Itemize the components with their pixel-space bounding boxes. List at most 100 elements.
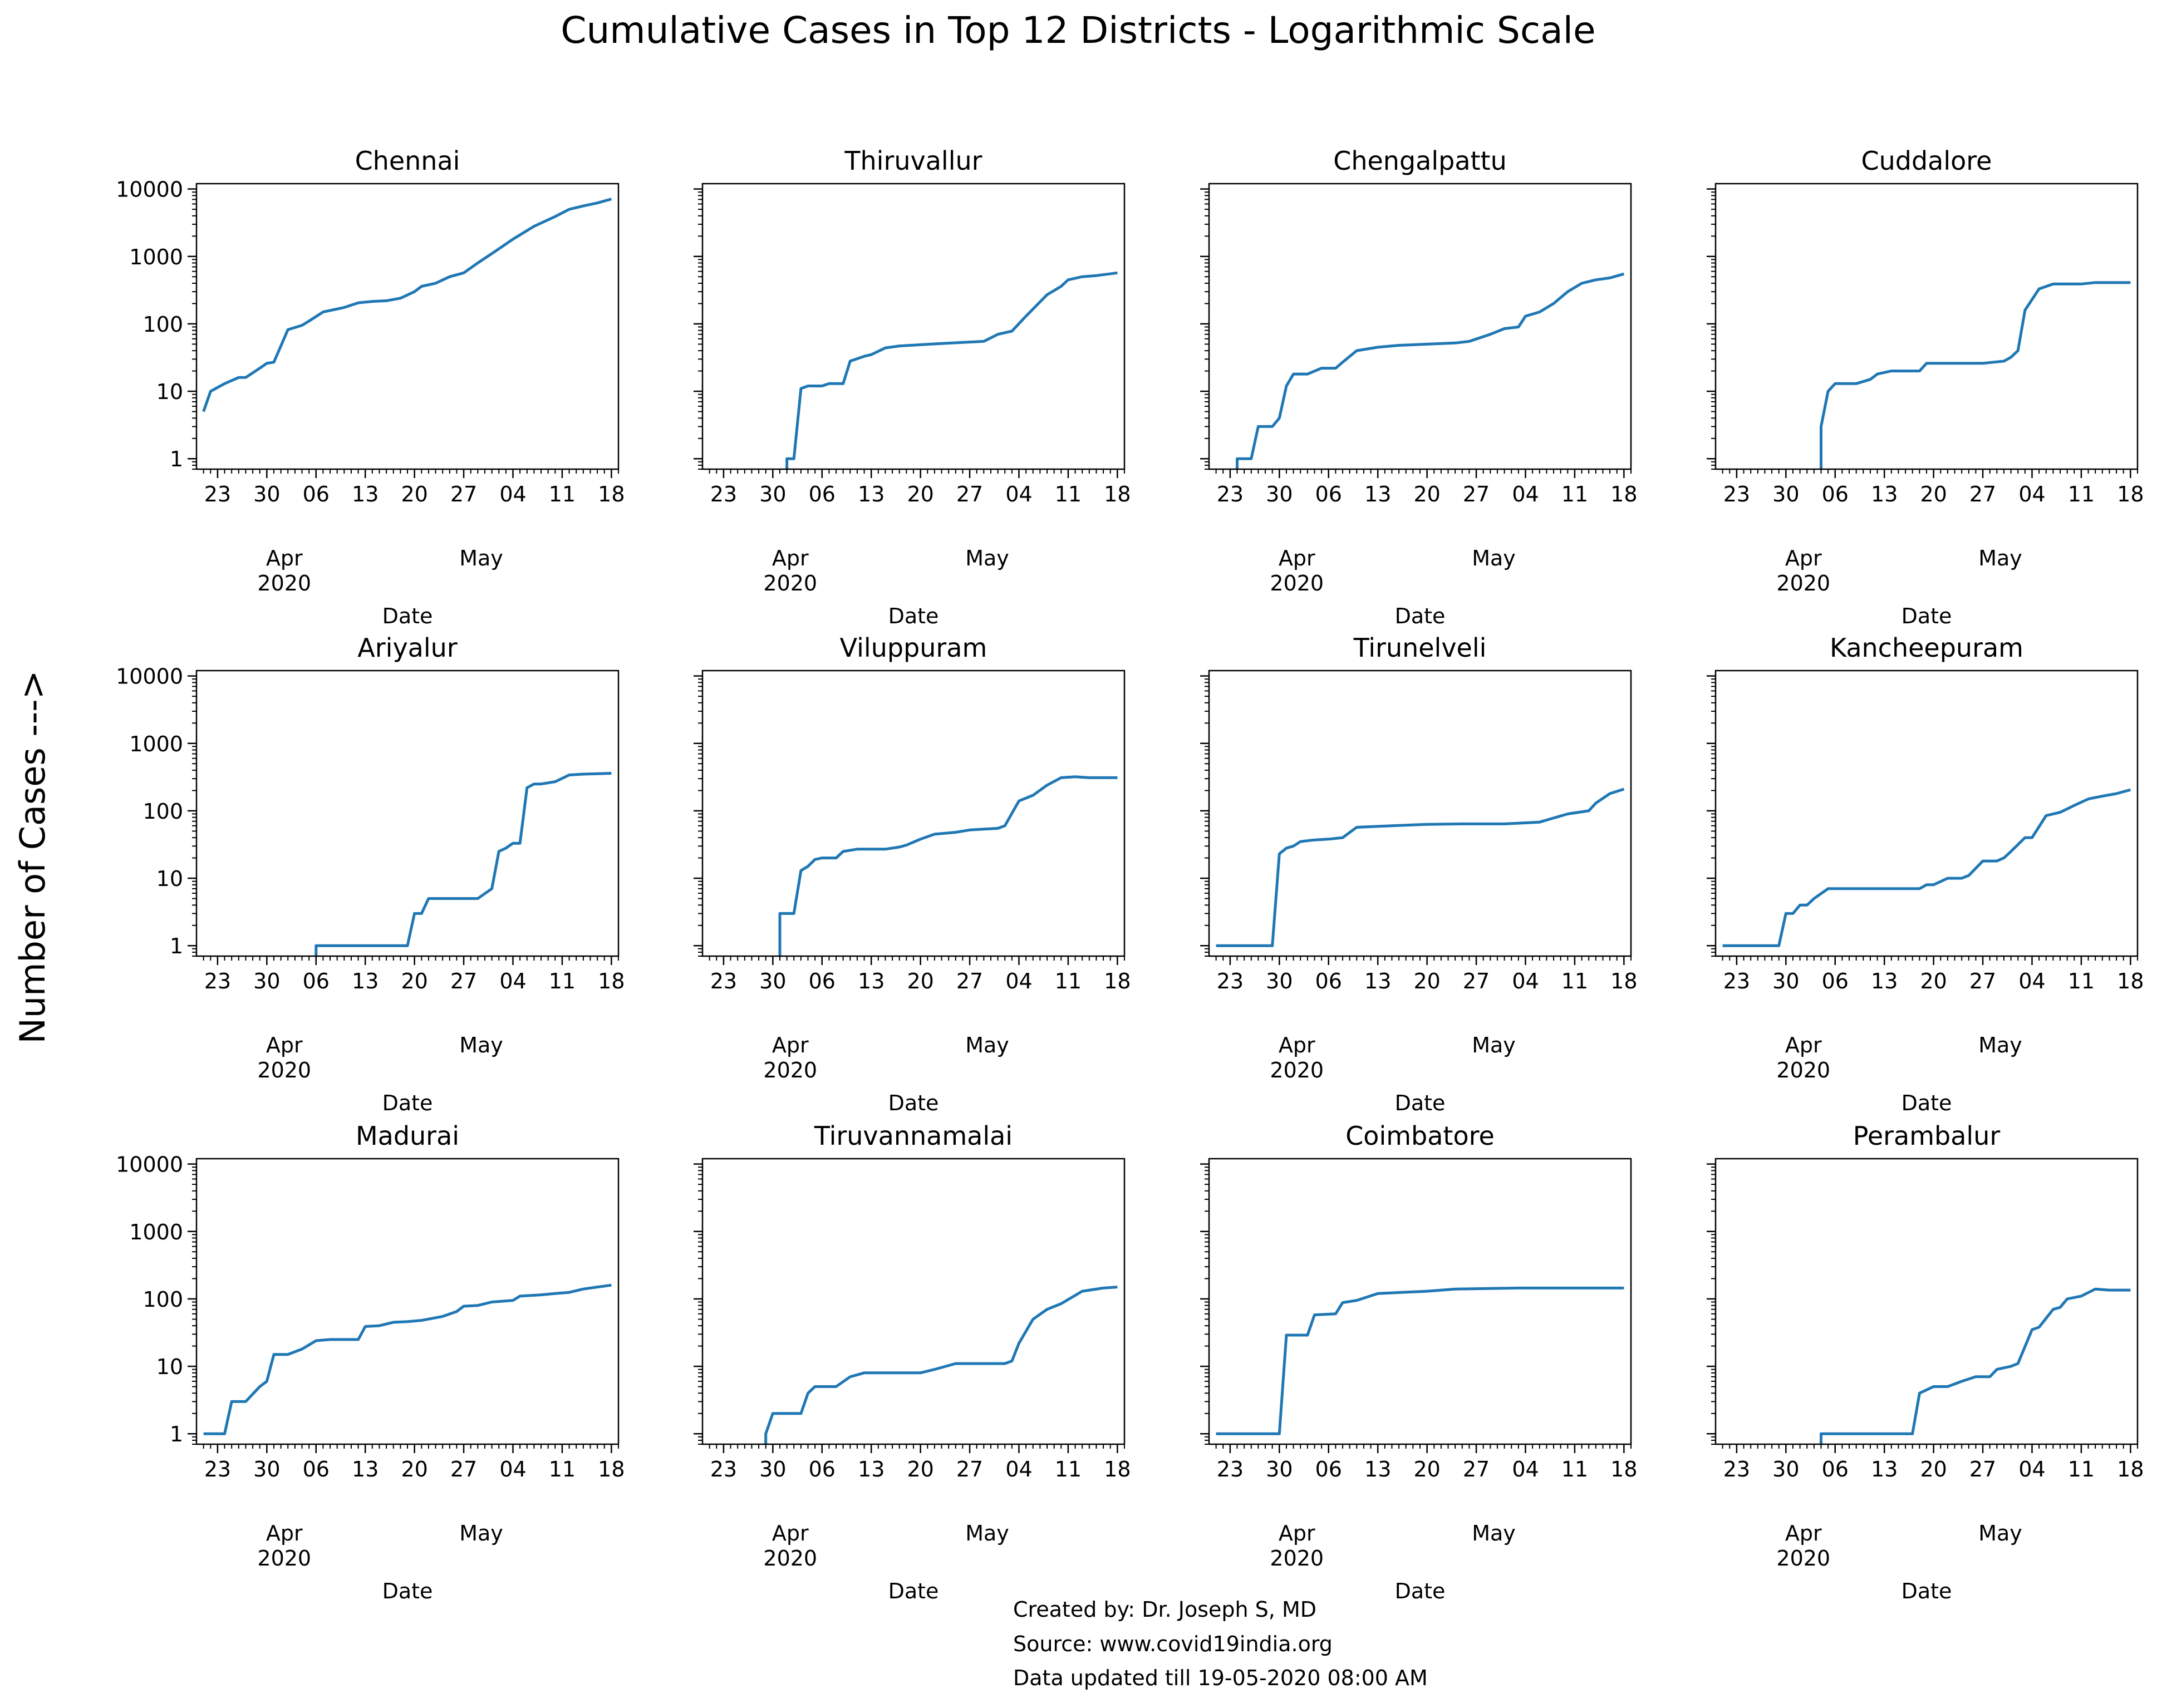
panel-title: Tiruvannamalai (814, 1121, 1013, 1151)
x-tick-label: 30 (253, 1457, 280, 1481)
y-tick-label: 1 (170, 934, 183, 958)
x-tick-label: 18 (1610, 1457, 1637, 1481)
x-tick-label: 06 (1315, 482, 1342, 506)
series-line (1820, 1287, 2131, 1444)
y-tick-label: 100 (143, 312, 183, 337)
x-tick-label: 20 (1920, 1457, 1947, 1481)
x-tick-label: 18 (2117, 969, 2144, 993)
y-tick-label: 1 (170, 1422, 183, 1446)
y-tick-label: 10 (156, 867, 183, 891)
x-axis-label: Date (1901, 604, 1952, 628)
y-tick-label: 1 (170, 447, 183, 471)
chart-panel: Kancheepuram 23 30 06 13 20 27 04 11 18 Apr May 2020… (1707, 633, 2144, 1115)
x-tick-label: 27 (956, 482, 983, 506)
x-tick-label: 23 (204, 482, 231, 506)
x-tick-label: 06 (1822, 1457, 1849, 1481)
x-tick-label: 20 (907, 1457, 933, 1481)
x-tick-label: 27 (450, 1457, 477, 1481)
x-tick-label: 27 (450, 482, 477, 506)
chart-panel: Chengalpattu 23 30 06 13 20 27 04 11 18 Apr May 2020… (1200, 146, 1638, 628)
x-tick-label: 06 (1315, 1457, 1342, 1481)
chart-panel: Coimbatore 23 30 06 13 20 27 04 11 18 Apr May 2020 Da… (1200, 1121, 1638, 1603)
x-year-label: 2020 (1776, 1546, 1830, 1571)
x-tick-label: 23 (1217, 482, 1244, 506)
x-tick-label: 20 (1413, 969, 1440, 993)
x-month-label: May (1472, 1521, 1516, 1545)
panel-title: Perambalur (1853, 1121, 2001, 1151)
x-tick-label: 30 (1772, 482, 1799, 506)
series-line (203, 1283, 612, 1435)
x-year-label: 2020 (257, 1546, 311, 1571)
chart-panel: Perambalur 23 30 06 13 20 27 04 11 18 Apr May 2020 Da… (1707, 1121, 2144, 1603)
panel-title: Chennai (355, 146, 460, 176)
x-tick-label: 30 (1266, 482, 1293, 506)
axes-frame (1714, 670, 2139, 957)
series-line (778, 775, 1118, 956)
axes-frame (195, 1158, 620, 1445)
x-year-label: 2020 (1270, 1546, 1324, 1571)
x-tick-label: 04 (1512, 1457, 1539, 1481)
x-tick-label: 23 (710, 969, 737, 993)
x-tick-label: 27 (1969, 1457, 1996, 1481)
x-axis-label: Date (382, 1579, 433, 1603)
x-tick-label: 20 (907, 482, 933, 506)
x-month-label: May (965, 1033, 1009, 1057)
panel-title: Thiruvallur (844, 146, 982, 176)
x-tick-label: 13 (1364, 969, 1391, 993)
series-line (1216, 1286, 1624, 1435)
x-tick-label: 30 (1266, 969, 1293, 993)
x-tick-label: 18 (2117, 482, 2144, 506)
x-tick-label: 13 (352, 969, 379, 993)
x-tick-label: 18 (1610, 969, 1637, 993)
x-tick-label: 04 (1512, 969, 1539, 993)
x-year-label: 2020 (763, 571, 817, 595)
chart-panel: Thiruvallur 23 30 06 13 20 27 04 11 18 Apr May 2020 D… (694, 146, 1131, 628)
x-tick-label: 06 (1315, 969, 1342, 993)
x-tick-label: 23 (1723, 482, 1750, 506)
x-axis-label: Date (382, 604, 433, 628)
y-tick-label: 1000 (129, 732, 183, 756)
axes-frame (195, 183, 620, 470)
y-tick-label: 1000 (129, 245, 183, 269)
x-year-label: 2020 (1776, 1058, 1830, 1082)
chart-panel: Chennai 1 10 100 1000 10000 23 30 06 13 20 27 04 11 18… (116, 146, 625, 628)
y-tick-label: 10000 (116, 665, 183, 689)
x-month-label: Apr (266, 1521, 303, 1545)
x-month-label: Apr (266, 1033, 303, 1057)
panel-title: Coimbatore (1345, 1121, 1495, 1151)
x-tick-label: 06 (1822, 969, 1849, 993)
x-tick-label: 30 (759, 1457, 786, 1481)
x-tick-label: 11 (1055, 969, 1082, 993)
x-tick-label: 23 (710, 482, 737, 506)
x-tick-label: 20 (1920, 482, 1947, 506)
series-line (1216, 787, 1625, 947)
x-tick-label: 13 (352, 1457, 379, 1481)
y-tick-label: 10000 (116, 1153, 183, 1177)
chart-panel: Cuddalore 23 30 06 13 20 27 04 11 18 Apr May 2020 Dat… (1707, 146, 2144, 628)
x-tick-label: 30 (1772, 969, 1799, 993)
axes-frame (1714, 183, 2139, 470)
x-axis-label: Date (888, 1091, 939, 1115)
x-tick-label: 04 (2018, 482, 2045, 506)
x-tick-label: 30 (253, 482, 280, 506)
x-tick-label: 23 (204, 1457, 231, 1481)
x-tick-label: 06 (809, 969, 836, 993)
x-tick-label: 27 (1463, 969, 1490, 993)
series-line (1236, 272, 1625, 469)
footer-updated: Data updated till 19-05-2020 08:00 AM (1013, 1666, 1428, 1690)
y-tick-label: 10 (156, 1355, 183, 1379)
x-tick-label: 30 (1772, 1457, 1799, 1481)
x-axis-label: Date (1395, 1091, 1446, 1115)
x-tick-label: 11 (1561, 1457, 1588, 1481)
x-tick-label: 30 (1266, 1457, 1293, 1481)
x-tick-label: 23 (204, 969, 231, 993)
x-tick-label: 23 (1217, 1457, 1244, 1481)
x-tick-label: 11 (1055, 482, 1082, 506)
x-tick-label: 04 (2018, 969, 2045, 993)
x-tick-label: 04 (1512, 482, 1539, 506)
footer-created-by: Created by: Dr. Joseph S, MD (1013, 1597, 1316, 1622)
x-month-label: May (1978, 1033, 2022, 1057)
x-tick-label: 23 (1723, 1457, 1750, 1481)
x-tick-label: 04 (1005, 482, 1032, 506)
panel-title: Kancheepuram (1830, 633, 2023, 663)
